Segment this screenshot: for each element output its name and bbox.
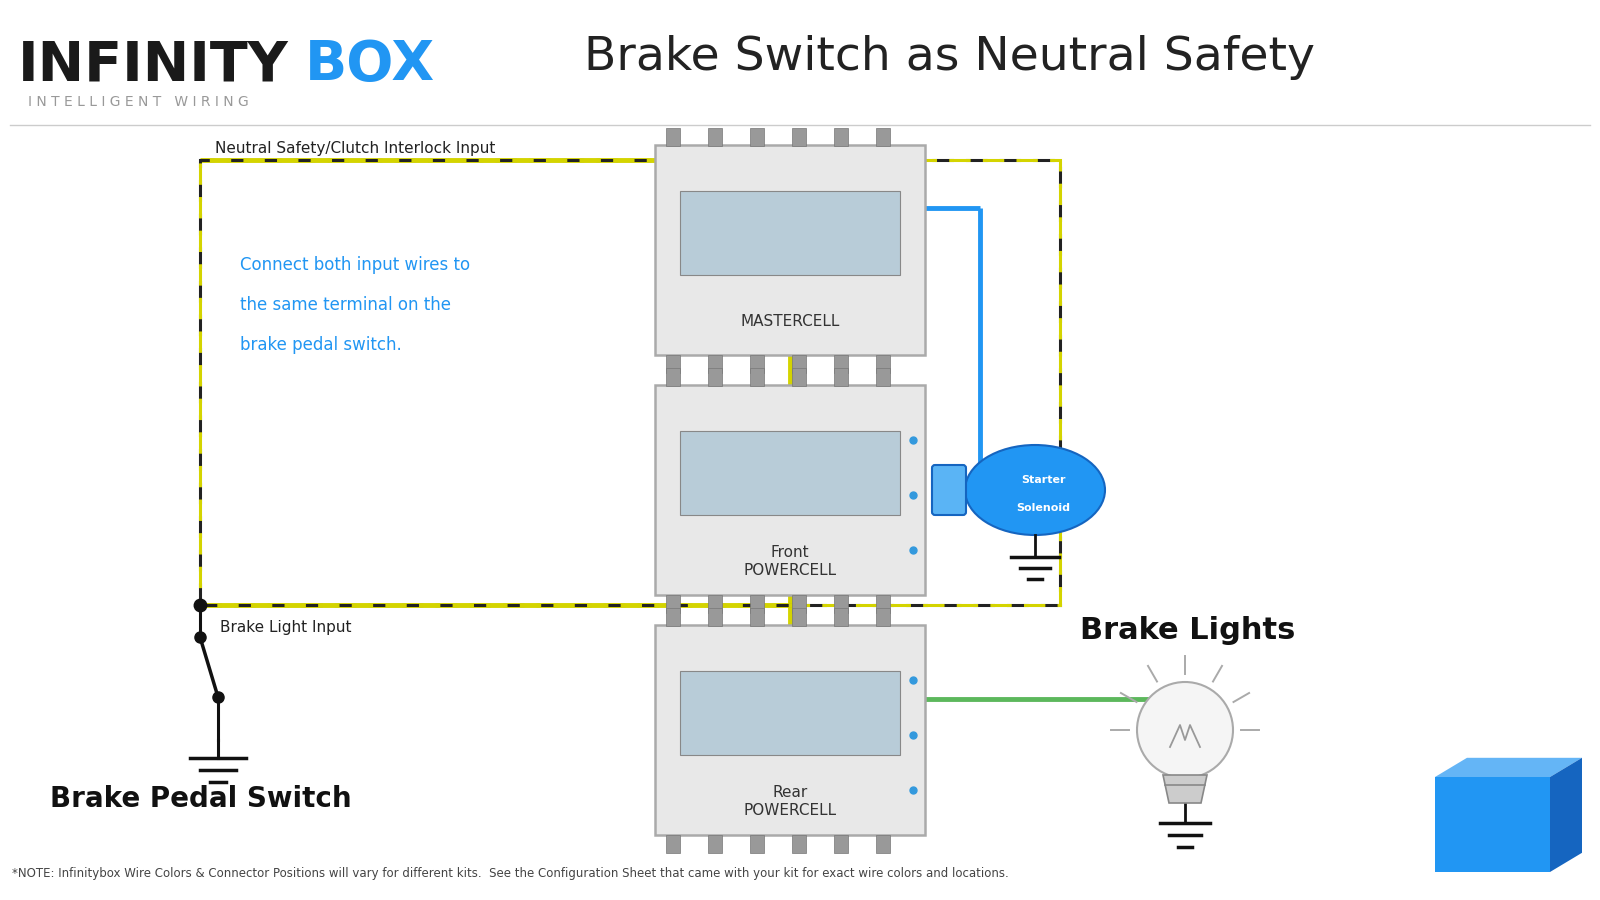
- Text: I N T E L L I G E N T   W I R I N G: I N T E L L I G E N T W I R I N G: [29, 95, 248, 109]
- Polygon shape: [1163, 775, 1206, 803]
- Bar: [834, 355, 848, 373]
- Bar: [666, 595, 680, 613]
- Text: Connect both input wires to: Connect both input wires to: [240, 256, 470, 274]
- Text: Starter: Starter: [1021, 475, 1066, 485]
- Bar: [666, 835, 680, 853]
- Text: Brake Lights: Brake Lights: [1080, 616, 1296, 645]
- FancyBboxPatch shape: [654, 145, 925, 355]
- Bar: [877, 835, 890, 853]
- Text: Brake Switch as Neutral Safety: Brake Switch as Neutral Safety: [584, 35, 1315, 80]
- Bar: [877, 355, 890, 373]
- Text: BOX: BOX: [306, 38, 435, 92]
- Polygon shape: [1435, 758, 1582, 777]
- Bar: [877, 595, 890, 613]
- Bar: [834, 835, 848, 853]
- Bar: [792, 608, 806, 626]
- Bar: [707, 128, 722, 146]
- Polygon shape: [1550, 758, 1582, 872]
- Text: Rear
POWERCELL: Rear POWERCELL: [744, 785, 837, 817]
- Text: Brake Light Input: Brake Light Input: [221, 620, 352, 635]
- Bar: [792, 355, 806, 373]
- FancyBboxPatch shape: [931, 465, 966, 515]
- Bar: [834, 595, 848, 613]
- Bar: [792, 368, 806, 386]
- Text: brake pedal switch.: brake pedal switch.: [240, 336, 402, 354]
- Bar: [707, 595, 722, 613]
- Text: Solenoid: Solenoid: [1016, 503, 1070, 513]
- FancyBboxPatch shape: [654, 385, 925, 595]
- Bar: [666, 128, 680, 146]
- Bar: [834, 128, 848, 146]
- Bar: [666, 368, 680, 386]
- Bar: [200, 160, 1059, 605]
- Bar: [750, 355, 763, 373]
- Bar: [707, 355, 722, 373]
- Bar: [707, 835, 722, 853]
- Bar: [877, 368, 890, 386]
- Text: INFINITY: INFINITY: [18, 38, 288, 92]
- Text: the same terminal on the: the same terminal on the: [240, 296, 451, 314]
- Text: MASTERCELL: MASTERCELL: [741, 314, 840, 328]
- Bar: [750, 835, 763, 853]
- Polygon shape: [1435, 777, 1550, 872]
- Bar: [680, 191, 899, 275]
- Bar: [834, 608, 848, 626]
- Bar: [707, 368, 722, 386]
- Circle shape: [1138, 682, 1234, 778]
- Text: Brake Pedal Switch: Brake Pedal Switch: [50, 785, 352, 813]
- Bar: [877, 128, 890, 146]
- Bar: [680, 671, 899, 755]
- Bar: [792, 835, 806, 853]
- Bar: [792, 595, 806, 613]
- Bar: [200, 160, 1059, 605]
- Text: *NOTE: Infinitybox Wire Colors & Connector Positions will vary for different kit: *NOTE: Infinitybox Wire Colors & Connect…: [13, 867, 1008, 880]
- Text: Front
POWERCELL: Front POWERCELL: [744, 545, 837, 578]
- Bar: [707, 608, 722, 626]
- Bar: [834, 368, 848, 386]
- Bar: [666, 608, 680, 626]
- FancyBboxPatch shape: [654, 625, 925, 835]
- Bar: [666, 355, 680, 373]
- Bar: [680, 431, 899, 515]
- Bar: [750, 128, 763, 146]
- Bar: [750, 608, 763, 626]
- Bar: [792, 128, 806, 146]
- Text: Neutral Safety/Clutch Interlock Input: Neutral Safety/Clutch Interlock Input: [214, 141, 496, 156]
- Bar: [877, 608, 890, 626]
- Bar: [750, 595, 763, 613]
- Ellipse shape: [965, 445, 1106, 535]
- Bar: [750, 368, 763, 386]
